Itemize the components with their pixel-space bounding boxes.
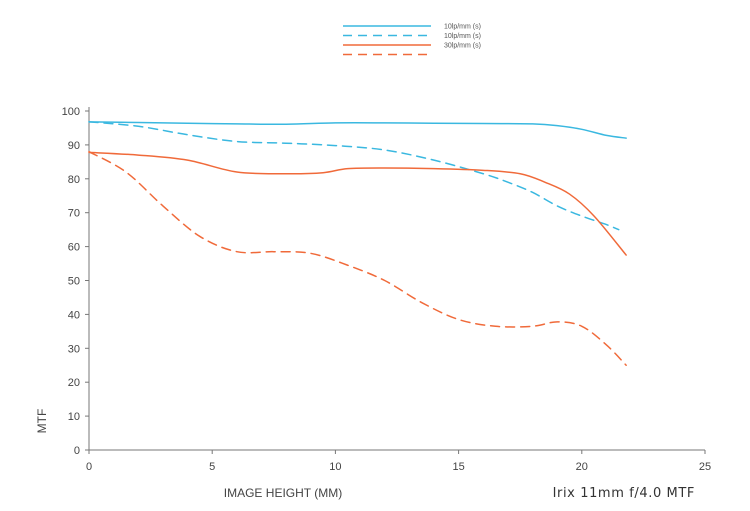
y-tick-label: 90 [68, 140, 80, 152]
legend-label-3: 30lp/mm (s) [444, 43, 481, 50]
series-line-2-dashed [88, 121, 620, 231]
y-tick-label: 10 [68, 411, 80, 423]
legend: 10lp/mm (s) 10lp/mm (s) 30lp/mm (s) [343, 24, 481, 56]
series-layer [88, 121, 627, 366]
x-axis-title: IMAGE HEIGHT (MM) [224, 486, 342, 500]
series-line-3-solid [88, 151, 627, 256]
x-tick-label: 20 [576, 461, 588, 473]
y-tick-label: 80 [68, 174, 80, 186]
y-tick-label: 20 [68, 377, 80, 389]
y-tick-label: 40 [68, 309, 80, 321]
y-tick-label: 70 [68, 208, 80, 220]
y-tick-label: 60 [68, 242, 80, 254]
legend-label-2: 10lp/mm (s) [444, 33, 481, 40]
y-tick-label: 50 [68, 276, 80, 288]
legend-label-1: 10lp/mm (s) [444, 24, 481, 31]
x-tick-label: 5 [209, 461, 215, 473]
series-line-4-dashed [88, 150, 627, 366]
x-tick-label: 15 [452, 461, 464, 473]
x-tick-label: 10 [329, 461, 341, 473]
chart-title: Irix 11mm f/4.0 MTF [553, 486, 695, 501]
axes: 0 10 20 30 40 50 60 70 80 90 100 0 5 10 15 20 25 [62, 106, 711, 473]
series-line-1-solid [88, 121, 627, 139]
y-axis-title: MTF [35, 409, 49, 434]
y-tick-label: 30 [68, 343, 80, 355]
x-tick-label: 0 [86, 461, 92, 473]
y-tick-label: 100 [62, 106, 80, 118]
x-tick-label: 25 [699, 461, 711, 473]
y-tick-label: 0 [74, 445, 80, 457]
